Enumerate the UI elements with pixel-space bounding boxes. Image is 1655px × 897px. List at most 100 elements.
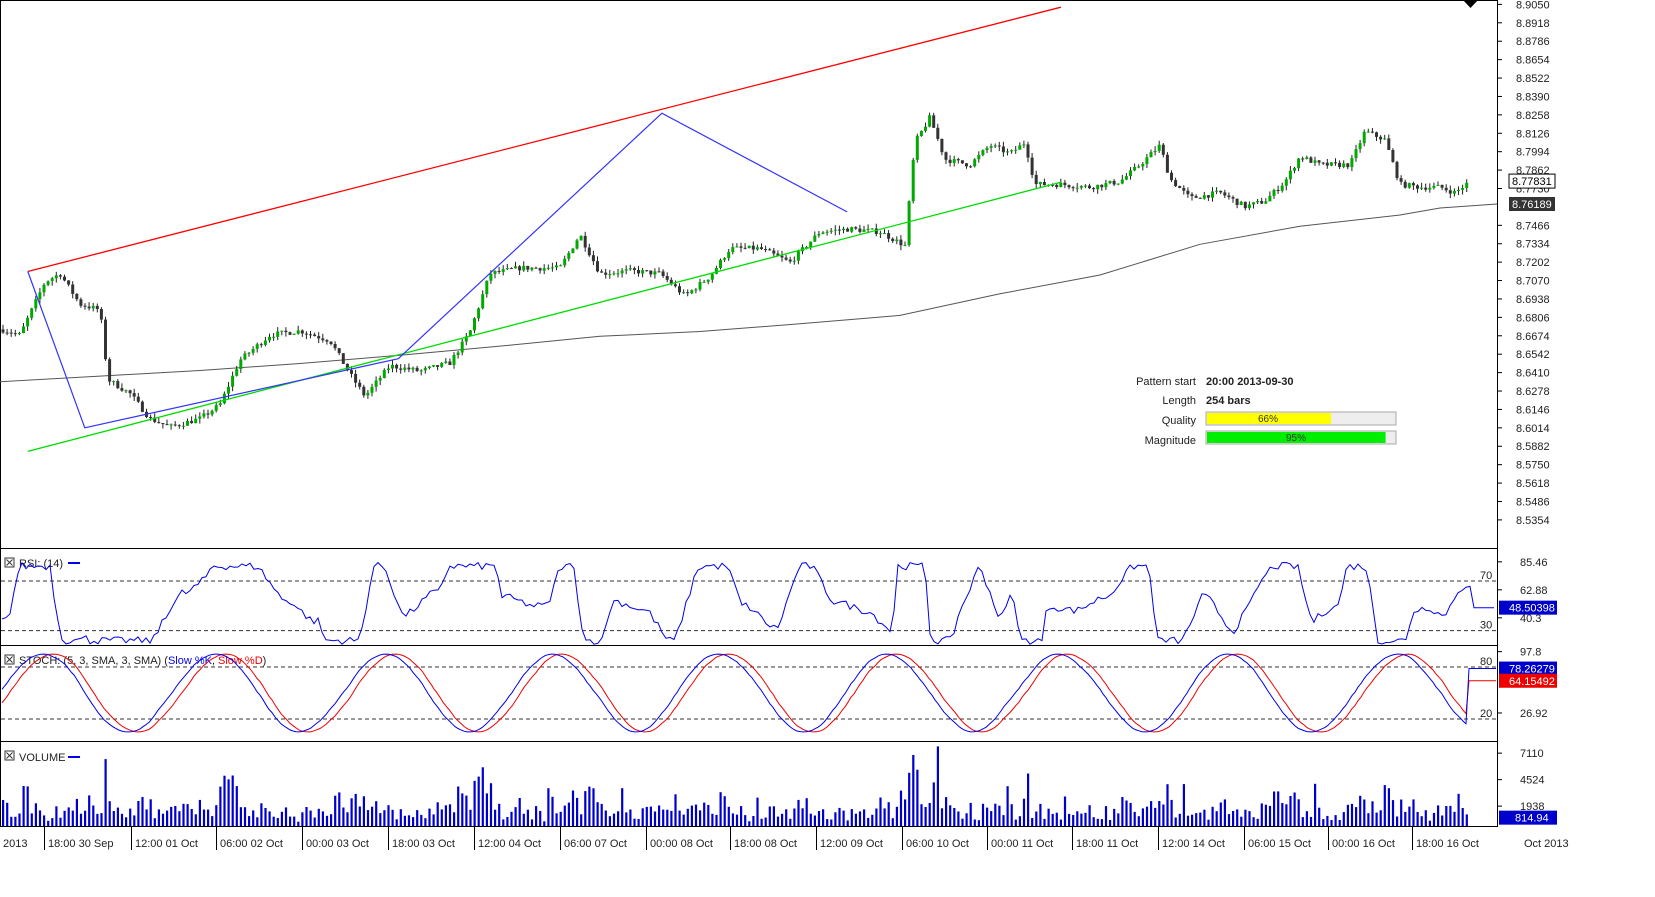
scroll-end-marker-icon[interactable] <box>1463 0 1478 8</box>
volume-bar-81 <box>334 795 337 826</box>
rsi-close-icon-stroke-b <box>6 559 13 566</box>
price-tick-label-26: 8.5486 <box>1516 496 1550 508</box>
stoch-panel: STOCH: (5, 3, SMA, 3, SMA) (Slow %K, Slow… <box>1 647 1557 733</box>
candle-body-141 <box>579 235 583 241</box>
rsi-tick-label-0: 85.46 <box>1520 557 1548 569</box>
candle-body-113 <box>464 336 468 342</box>
volume-bar-223 <box>916 769 919 826</box>
candle-body-76 <box>313 334 317 337</box>
volume-bar-50 <box>207 809 210 826</box>
candle-body-294 <box>1206 195 1210 198</box>
candle-body-154 <box>632 268 636 270</box>
volume-current-tag-box <box>1499 810 1557 825</box>
magnitude-label: Magnitude <box>1145 435 1196 447</box>
quality-bar-value: 66% <box>1258 414 1278 425</box>
candle-body-322 <box>1321 162 1325 164</box>
volume-bar-293 <box>1203 809 1206 826</box>
time-label-1: 18:00 30 Sep <box>48 838 113 850</box>
volume-bar-254 <box>1043 818 1046 826</box>
volume-bar-68 <box>280 811 283 826</box>
volume-bar-276 <box>1133 811 1136 826</box>
volume-bar-109 <box>448 804 452 826</box>
volume-bar-336 <box>1379 810 1382 826</box>
volume-bar-317 <box>1301 817 1304 826</box>
volume-bar-229 <box>940 808 944 826</box>
volume-bar-61 <box>252 810 255 826</box>
candle-body-163 <box>669 279 673 285</box>
volume-bar-94 <box>387 805 390 826</box>
candle-body-19 <box>79 299 83 306</box>
volume-bar-102 <box>420 814 423 826</box>
candle-body-296 <box>1215 190 1219 192</box>
volume-bar-147 <box>604 810 607 826</box>
volume-bar-79 <box>325 815 329 826</box>
volume-bar-315 <box>1293 792 1296 826</box>
volume-bar-149 <box>612 813 616 826</box>
candle-body-328 <box>1346 163 1350 168</box>
candle-body-168 <box>690 290 694 294</box>
candle-body-291 <box>1194 196 1198 198</box>
candle-body-327 <box>1342 163 1346 167</box>
volume-bar-303 <box>1244 809 1247 826</box>
volume-bar-76 <box>313 817 316 826</box>
candle-body-270 <box>1108 180 1112 184</box>
volume-bar-186 <box>764 817 767 826</box>
volume-bar-165 <box>678 810 681 826</box>
volume-bar-43 <box>178 811 181 826</box>
volume-bar-37 <box>153 818 156 826</box>
candle-body-174 <box>714 268 718 274</box>
candle-body-245 <box>1006 151 1009 153</box>
volume-bar-316 <box>1297 799 1300 826</box>
price-tick-label-2: 8.8786 <box>1516 36 1550 48</box>
stoch-lines <box>1 653 1496 733</box>
candle-body-219 <box>899 239 903 246</box>
candle-body-150 <box>616 273 620 275</box>
candle-body-133 <box>546 267 550 269</box>
candle-body-355 <box>1457 189 1460 191</box>
volume-bar-39 <box>161 813 165 826</box>
ma-price-tag-box <box>1509 196 1555 211</box>
volume-bar-243 <box>998 805 1001 826</box>
volume-bar-224 <box>920 804 923 826</box>
candle-body-129 <box>530 267 534 270</box>
volume-bar-85 <box>350 798 353 826</box>
candle-body-354 <box>1452 190 1456 194</box>
volume-bar-251 <box>1031 818 1034 826</box>
volume-bar-341 <box>1400 799 1403 826</box>
candle-body-59 <box>243 353 247 360</box>
candle-body-145 <box>596 261 599 272</box>
candle-body-325 <box>1334 162 1337 164</box>
candle-body-128 <box>526 265 530 270</box>
candle-body-16 <box>67 280 71 285</box>
candle-body-82 <box>337 348 341 354</box>
volume-bar-218 <box>895 806 898 826</box>
volume-bar-350 <box>1437 805 1440 826</box>
volume-bar-133 <box>547 788 550 826</box>
volume-current-tag: 814.94 <box>1515 813 1549 825</box>
candle-body-301 <box>1235 198 1239 205</box>
volume-bar-268 <box>1100 819 1103 826</box>
candle-body-191 <box>784 257 788 260</box>
candle-body-104 <box>427 366 431 368</box>
volume-bar-346 <box>1420 816 1423 826</box>
volume-bar-201 <box>826 819 829 826</box>
quality-label: Quality <box>1162 415 1197 427</box>
candle-body-331 <box>1358 143 1362 150</box>
candle-body-210 <box>862 229 866 232</box>
candle-body-357 <box>1465 182 1469 188</box>
volume-bar-72 <box>297 821 300 826</box>
candle-body-149 <box>612 273 616 275</box>
candle-body-183 <box>751 245 755 250</box>
volume-bar-335 <box>1375 812 1378 826</box>
volume-bar-82 <box>338 792 341 826</box>
price-tick-label-0: 8.9050 <box>1516 0 1550 11</box>
candle-body-68 <box>280 330 284 332</box>
candle-body-118 <box>485 280 489 295</box>
volume-bar-187 <box>768 806 771 826</box>
candle-body-112 <box>460 341 464 353</box>
candle-body-224 <box>919 130 923 136</box>
volume-bar-241 <box>990 811 993 826</box>
candle-body-275 <box>1129 170 1132 177</box>
